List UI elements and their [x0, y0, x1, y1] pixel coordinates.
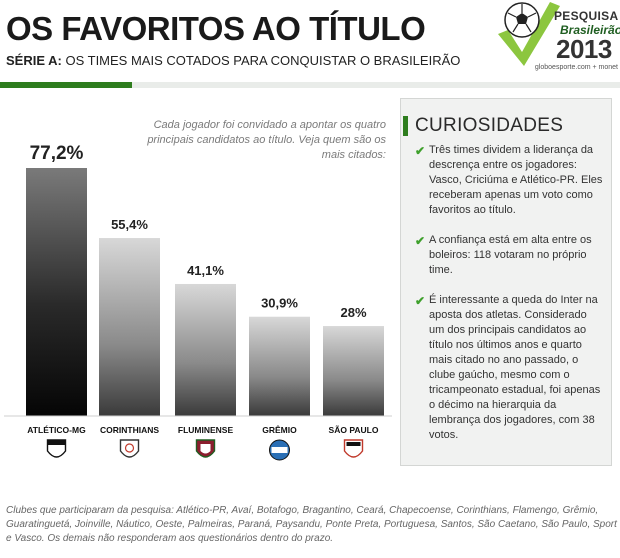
bar-1 [99, 238, 160, 416]
curiosity-item: ✔ A confiança está em alta entre os bole… [415, 233, 605, 278]
subtitle-series: SÉRIE A: [6, 53, 62, 68]
curiosity-item: ✔ É interessante a queda do Inter na apo… [415, 293, 605, 443]
category-label: GRÊMIO [262, 424, 297, 435]
value-label: 28% [340, 305, 366, 320]
survey-logo: PESQUISA Brasileirão 2013 globoesporte.c… [496, 0, 620, 78]
page-subtitle: SÉRIE A: OS TIMES MAIS COTADOS PARA CONQ… [6, 53, 460, 68]
header-divider [0, 82, 620, 88]
category-label: ATLÉTICO-MG [27, 425, 86, 435]
logo-subtitle: Brasileirão [560, 23, 620, 37]
bar-3 [249, 316, 310, 416]
curiosity-text: Três times dividem a liderança da descre… [429, 144, 603, 216]
fluminense-crest-icon [195, 439, 216, 458]
atletico-mg-crest-icon [46, 439, 67, 458]
gremio-crest-icon [269, 439, 290, 461]
logo-graphic [498, 2, 560, 66]
bar-chart: 77,2% ATLÉTICO-MG 55,4% CORINTHIANS 41,1% FLU… [4, 143, 392, 461]
value-label: 41,1% [187, 263, 224, 278]
panel-header: CURIOSIDADES [401, 113, 611, 139]
panel-accent-bar [403, 116, 408, 136]
subtitle-text: OS TIMES MAIS COTADOS PARA CONQUISTAR O … [61, 53, 461, 68]
check-icon: ✔ [415, 294, 426, 308]
check-icon: ✔ [415, 234, 426, 248]
survey-footnote: Clubes que participaram da pesquisa: Atl… [6, 505, 617, 544]
header-divider-accent [0, 82, 132, 88]
logo-title: PESQUISA [554, 9, 619, 23]
value-label: 55,4% [111, 217, 148, 232]
curiosity-text: A confiança está em alta entre os boleir… [429, 234, 592, 276]
corinthians-crest-icon [119, 439, 140, 458]
sao-paulo-crest-icon [343, 439, 364, 458]
category-label: SÃO PAULO [329, 425, 379, 435]
curiosities-panel: CURIOSIDADES ✔ Três times dividem a lide… [400, 98, 612, 466]
panel-title: CURIOSIDADES [415, 115, 564, 136]
value-label: 30,9% [261, 296, 298, 311]
value-label: 77,2% [30, 143, 84, 164]
bar-4 [323, 326, 384, 416]
category-label: CORINTHIANS [100, 425, 159, 435]
check-mark-icon [498, 2, 560, 66]
page-title: OS FAVORITOS AO TÍTULO [6, 10, 426, 47]
bar-0 [26, 168, 87, 416]
chart-intro: Cada jogador foi convidado a apontar os … [147, 119, 386, 161]
check-icon: ✔ [415, 144, 426, 158]
logo-site: globoesporte.com + monet [534, 64, 618, 71]
category-label: FLUMINENSE [178, 425, 234, 435]
soccer-ball-icon [504, 2, 540, 38]
bar-2 [175, 283, 236, 416]
curiosity-text: É interessante a queda do Inter na apost… [429, 294, 601, 441]
curiosity-item: ✔ Três times dividem a liderança da desc… [415, 143, 605, 218]
logo-year: 2013 [556, 34, 612, 64]
